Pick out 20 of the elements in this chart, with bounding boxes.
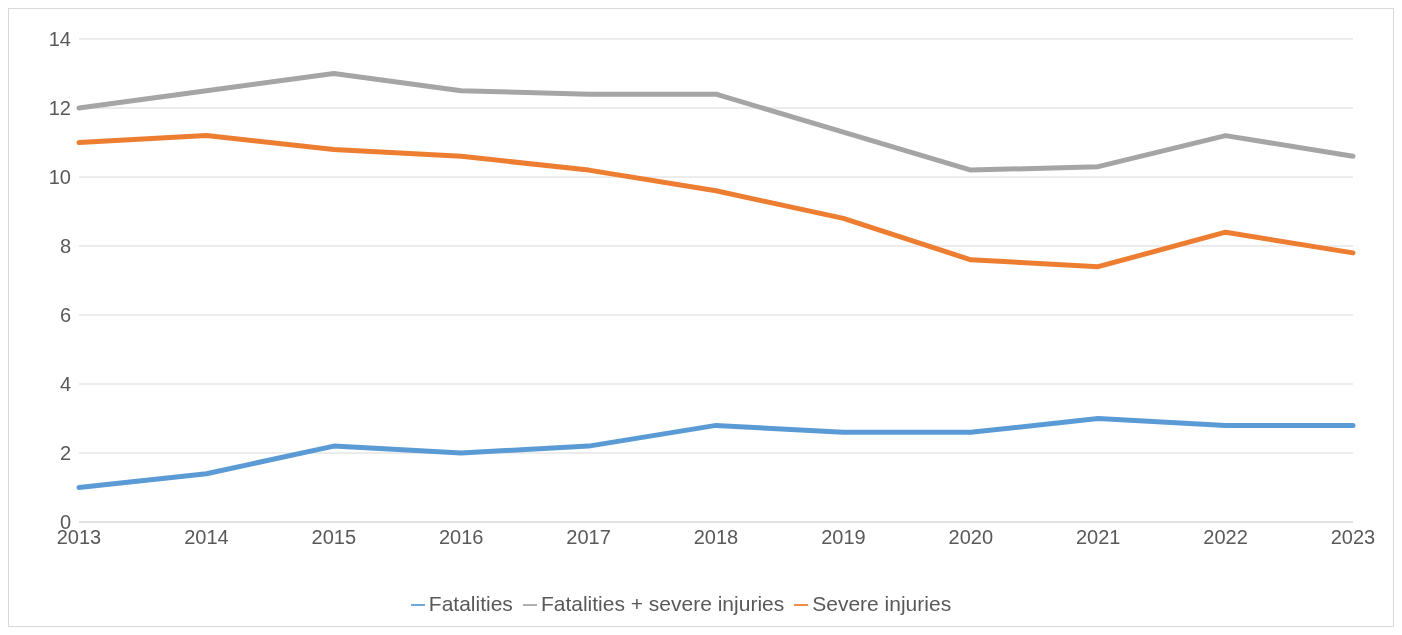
y-tick-label: 8 <box>59 235 71 258</box>
x-tick-label: 2017 <box>566 526 611 549</box>
y-tick-label: 4 <box>59 373 71 396</box>
y-tick-label: 2 <box>59 442 71 465</box>
y-tick-label: 14 <box>48 28 71 51</box>
x-tick-label: 2020 <box>948 526 994 549</box>
x-tick-label: 2014 <box>184 526 229 549</box>
legend-label: Fatalities + severe injuries <box>540 592 785 615</box>
y-tick-label: 6 <box>59 304 71 327</box>
y-tick-label: 12 <box>48 97 71 120</box>
x-tick-label: 2015 <box>311 526 357 549</box>
legend-label: Fatalities <box>428 592 513 615</box>
x-tick-label: 2022 <box>1203 526 1248 549</box>
legend-label: Severe injuries <box>812 592 952 615</box>
x-tick-label: 2023 <box>1330 526 1376 549</box>
x-tick-label: 2021 <box>1075 526 1121 549</box>
x-tick-label: 2018 <box>693 526 739 549</box>
x-tick-label: 2019 <box>821 526 866 549</box>
x-tick-label: 2016 <box>438 526 484 549</box>
y-tick-label: 10 <box>48 166 71 189</box>
